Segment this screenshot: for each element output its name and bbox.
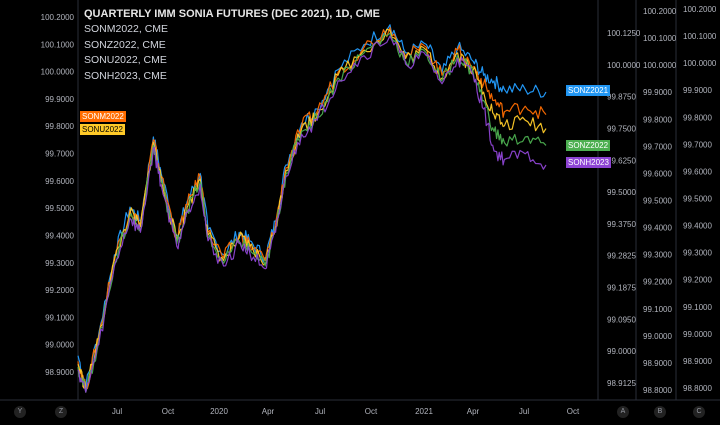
tag-sonu2022: SONU2022 [80,124,125,135]
x-axis-tick: Oct [567,407,580,416]
chart-legend: QUARTERLY IMM SONIA FUTURES (DEC 2021), … [84,6,380,84]
x-axis-tick: Apr [262,407,275,416]
axis-a-tick: 99.2825 [607,252,636,261]
corner-b-button[interactable]: B [654,406,666,418]
tag-sonz2021: SONZ2021 [566,85,611,96]
axis-c-tick: 99.1000 [683,303,712,312]
x-axis-tick: Jul [519,407,529,416]
axis-c-tick: 100.1000 [683,32,717,41]
axis-c-tick: 98.8000 [683,384,712,393]
axis-a-tick: 99.0950 [607,315,636,324]
legend-item-sonm2022[interactable]: SONM2022, CME [84,23,169,35]
tag-sonh2023: SONH2023 [566,157,611,168]
axis-b-tick: 99.5000 [643,197,672,206]
axis-c-tick: 99.4000 [683,222,712,231]
left-axis-tick: 100.0000 [41,68,75,77]
legend-item-sonu2022[interactable]: SONU2022, CME [84,54,167,66]
axis-b-tick: 98.8000 [643,386,672,395]
left-axis-tick: 99.4000 [45,231,74,240]
axis-b-tick: 99.7000 [643,142,672,151]
left-axis-tick: 99.7000 [45,150,74,159]
chart-title: QUARTERLY IMM SONIA FUTURES (DEC 2021), … [84,8,381,20]
x-axis-tick: Jul [315,407,325,416]
axis-c-tick: 99.2000 [683,276,712,285]
axis-a-tick: 99.8750 [607,93,636,102]
axis-a-tick: 99.6250 [607,156,636,165]
left-axis-tick: 99.6000 [45,177,74,186]
x-axis-tick: 2020 [210,407,228,416]
axis-b-tick: 100.1000 [643,34,677,43]
axis-b-tick: 99.2000 [643,278,672,287]
corner-y-button[interactable]: Y [14,406,26,418]
axis-a-tick: 100.1250 [607,29,641,38]
left-axis-tick: 98.9000 [45,368,74,377]
left-axis-tick: 100.1000 [41,40,75,49]
axis-b-tick: 100.2000 [643,7,677,16]
x-axis-tick: Apr [467,407,480,416]
axis-c-tick: 99.5000 [683,195,712,204]
corner-z-button[interactable]: Z [55,406,67,418]
tag-sonz2022: SONZ2022 [566,140,611,151]
corner-c-button[interactable]: C [693,406,705,418]
axis-c-tick: 99.7000 [683,140,712,149]
axis-c-tick: 99.9000 [683,86,712,95]
axis-c-tick: 99.0000 [683,330,712,339]
legend-item-sonh2023[interactable]: SONH2023, CME [84,69,167,82]
x-axis-tick: 2021 [415,407,433,416]
legend-item-sonz2022[interactable]: SONZ2022, CME [84,38,166,51]
axis-c-tick: 98.9000 [683,357,712,366]
axis-a-tick: 99.3750 [607,220,636,229]
x-axis-tick: Jul [112,407,122,416]
axis-b-tick: 99.1000 [643,305,672,314]
axis-c-tick: 99.8000 [683,113,712,122]
left-axis-tick: 99.9000 [45,95,74,104]
left-axis-tick: 99.3000 [45,259,74,268]
left-axis-tick: 99.0000 [45,341,74,350]
left-axis-tick: 100.2000 [41,13,75,22]
series-line-sonz2022 [77,32,547,393]
axis-a-tick: 99.5000 [607,188,636,197]
axis-a-tick: 99.0000 [607,347,636,356]
axis-b-tick: 99.8000 [643,115,672,124]
axis-c-tick: 100.2000 [683,5,717,14]
x-axis-tick: Oct [162,407,175,416]
axis-a-tick: 99.7500 [607,124,636,133]
left-axis-tick: 99.5000 [45,204,74,213]
left-axis-tick: 99.8000 [45,122,74,131]
axis-b-tick: 99.0000 [643,332,672,341]
axis-b-tick: 99.4000 [643,224,672,233]
axis-a-tick: 98.9125 [607,379,636,388]
left-axis-tick: 99.1000 [45,313,74,322]
axis-b-tick: 99.6000 [643,169,672,178]
left-axis-tick: 99.2000 [45,286,74,295]
x-axis-tick: Oct [365,407,378,416]
corner-a-button[interactable]: A [617,406,629,418]
axis-c-tick: 99.3000 [683,249,712,258]
series-line-sonh2023 [77,35,547,393]
axis-b-tick: 99.3000 [643,251,672,260]
axis-b-tick: 98.9000 [643,359,672,368]
axis-a-tick: 99.1875 [607,284,636,293]
tag-sonm2022: SONM2022 [80,111,126,122]
axis-b-tick: 100.0000 [643,61,677,70]
axis-b-tick: 99.9000 [643,88,672,97]
axis-c-tick: 100.0000 [683,59,717,68]
axis-c-tick: 99.6000 [683,167,712,176]
axis-a-tick: 100.0000 [607,61,641,70]
